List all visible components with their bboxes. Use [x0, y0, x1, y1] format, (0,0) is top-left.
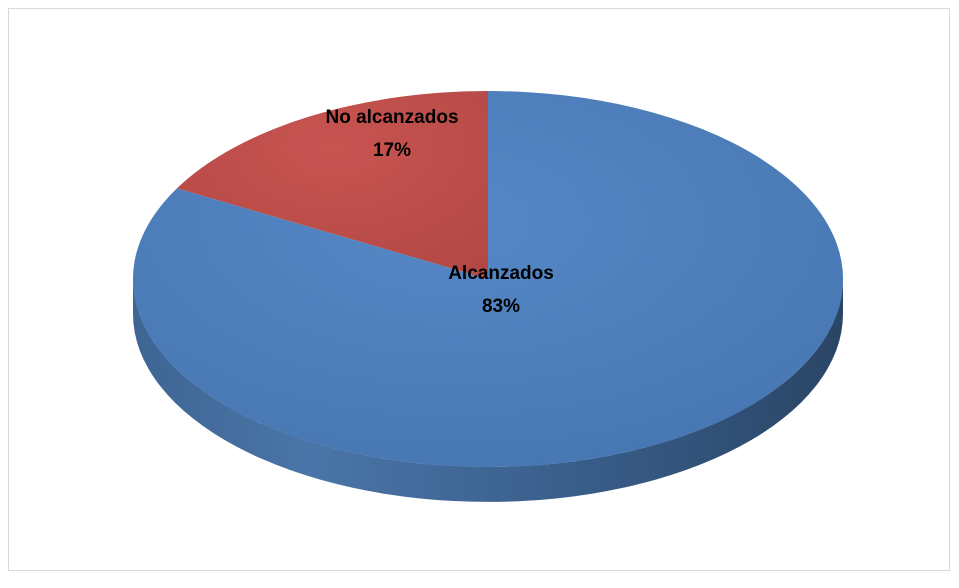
pie-label-percent-alcanzados: 83%	[482, 296, 520, 317]
pie-slice-alcanzados	[133, 91, 843, 467]
pie-label-percent-no-alcanzados: 17%	[373, 140, 411, 161]
pie-label-name-alcanzados: Alcanzados	[448, 263, 554, 284]
pie-top-face	[133, 91, 843, 467]
pie-labels: No alcanzados 17% Alcanzados 83%	[325, 107, 553, 317]
chart-frame: No alcanzados 17% Alcanzados 83%	[8, 8, 950, 571]
pie-chart: No alcanzados 17% Alcanzados 83%	[133, 91, 843, 502]
pie-slice-no-alcanzados	[176, 91, 488, 279]
pie-side-wall	[133, 279, 843, 502]
pie-side-edge	[133, 279, 843, 502]
pie-label-name-no-alcanzados: No alcanzados	[325, 107, 458, 128]
